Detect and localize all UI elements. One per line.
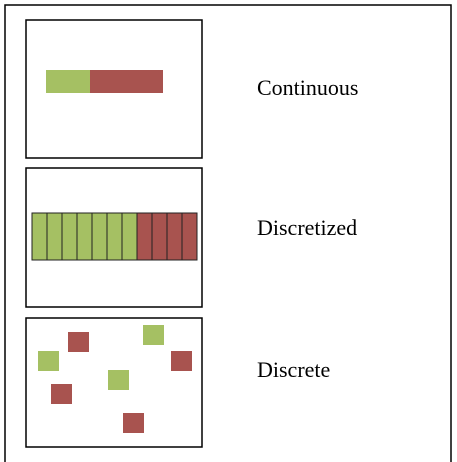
- cell: [166, 212, 183, 261]
- cell: [121, 212, 138, 261]
- green-square: [143, 325, 164, 345]
- cell: [91, 212, 108, 261]
- cell-row: [31, 212, 198, 261]
- panel-frame: [25, 317, 203, 448]
- green-square: [38, 351, 59, 371]
- red-square: [123, 413, 144, 433]
- discretized-panel: [25, 167, 203, 308]
- red-square: [171, 351, 192, 371]
- red-bar: [90, 70, 163, 93]
- panel-label: Discrete: [257, 357, 330, 382]
- panel-frame: [25, 167, 203, 308]
- discrete-panel: [25, 317, 203, 448]
- cell: [151, 212, 168, 261]
- cell: [46, 212, 63, 261]
- continuous-panel: [25, 19, 203, 159]
- red-square: [68, 332, 89, 352]
- cell: [31, 212, 48, 261]
- cell: [181, 212, 198, 261]
- panel-label: Continuous: [257, 75, 358, 100]
- panel-frame: [25, 19, 203, 159]
- cell: [106, 212, 123, 261]
- green-bar: [46, 70, 90, 93]
- green-square: [108, 370, 129, 390]
- outer-frame: [4, 4, 452, 462]
- cell: [136, 212, 153, 261]
- panel-label: Discretized: [257, 215, 357, 240]
- red-square: [51, 384, 72, 404]
- cell: [61, 212, 78, 261]
- cell: [76, 212, 93, 261]
